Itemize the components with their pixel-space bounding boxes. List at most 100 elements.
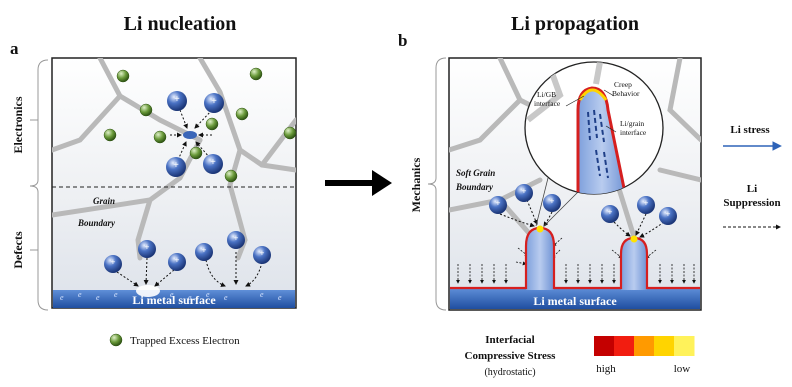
inset-creep-lines <box>587 109 609 179</box>
panel-a-side-bracket <box>29 59 49 311</box>
stress-high-label: high <box>596 363 616 375</box>
nucleus-a <box>136 285 160 297</box>
svg-text:+: + <box>173 160 179 171</box>
colorbar-swatch <box>634 336 655 356</box>
transition-arrow <box>325 170 392 196</box>
li-ion: + <box>227 231 245 249</box>
li-ion-cluster-top: + + + + <box>166 91 224 177</box>
electron-legend-icon <box>109 333 123 347</box>
stress-title-3: (hydrostatic) <box>484 367 535 378</box>
panel-a-title: Li nucleation <box>124 13 237 35</box>
stress-hotspot <box>536 225 544 233</box>
colorbar-swatch <box>654 336 675 356</box>
svg-text:+: + <box>495 198 500 208</box>
svg-text:+: + <box>144 242 149 252</box>
inset-li-gb-label: Li/GB <box>537 90 556 99</box>
svg-text:e: e <box>260 290 264 299</box>
li-filament-left <box>526 228 554 290</box>
surface-electrons-a: e e e e e e e e e e <box>60 290 282 302</box>
li-ion: + <box>195 243 213 261</box>
svg-text:e: e <box>170 290 174 299</box>
svg-text:+: + <box>233 233 238 243</box>
inset-li-grain-label-2: interface <box>620 128 647 137</box>
inset-li-grain-label: Li/grain <box>620 119 644 128</box>
panel-b: b Li propagation Mechanics <box>398 13 702 311</box>
svg-text:+: + <box>210 157 216 168</box>
li-ion: + <box>138 240 156 258</box>
panel-b-title: Li propagation <box>511 13 639 35</box>
soft-boundary-label: Boundary <box>455 182 494 192</box>
side-label-defects: Defects <box>11 231 25 269</box>
inset-li-gb-label-2: interface <box>534 99 561 108</box>
right-legend: Li stress Li Suppression <box>723 124 782 230</box>
side-label-electronics: Electronics <box>11 96 25 153</box>
svg-text:e: e <box>114 290 118 299</box>
li-ion: + <box>168 253 186 271</box>
soft-grain-label: Soft Grain <box>456 168 495 178</box>
surface-label-a: Li metal surface <box>132 293 216 307</box>
svg-text:+: + <box>521 186 526 196</box>
colorbar-swatches <box>594 336 695 356</box>
svg-text:e: e <box>206 290 210 299</box>
svg-text:+: + <box>201 245 206 255</box>
stress-hotspot <box>630 235 638 243</box>
panel-b-side-bracket <box>427 57 447 311</box>
svg-text:+: + <box>174 94 180 105</box>
li-ion: + <box>104 255 122 273</box>
li-ion: + <box>601 205 619 223</box>
colorbar-swatch <box>614 336 635 356</box>
svg-text:+: + <box>665 209 670 219</box>
boundary-label: Boundary <box>77 218 116 228</box>
interface-line <box>450 226 700 290</box>
stress-low-label: low <box>674 363 691 375</box>
svg-text:+: + <box>607 207 612 217</box>
grain-label: Grain <box>93 196 115 206</box>
li-ion-cluster-bottom-right: + + + <box>195 231 271 287</box>
panel-b-letter: b <box>398 31 407 50</box>
li-ion: + <box>515 184 533 202</box>
li-suppression-label-1: Li <box>747 183 757 195</box>
svg-text:e: e <box>278 293 282 302</box>
svg-text:+: + <box>211 96 217 107</box>
inset-pointer-lines <box>535 177 579 227</box>
li-filament-right <box>621 238 647 290</box>
inset-magnified-view: Li/GB interface Creep Behavior Li/grain … <box>524 61 664 195</box>
svg-text:e: e <box>78 290 82 299</box>
svg-text:e: e <box>60 293 64 302</box>
li-ion-cluster-b-left: + + + <box>489 184 561 228</box>
li-ion: + <box>659 207 677 225</box>
li-metal-surface-a <box>53 290 295 308</box>
li-stress-label: Li stress <box>730 124 770 136</box>
li-ion: + <box>489 196 507 214</box>
svg-text:+: + <box>110 257 115 267</box>
stress-title-2: Compressive Stress <box>465 350 557 362</box>
svg-text:+: + <box>259 248 264 258</box>
stress-title-1: Interfacial <box>485 334 534 346</box>
svg-text:+: + <box>174 255 179 265</box>
inset-creep-label: Creep <box>614 80 632 89</box>
li-metal-surface-b <box>450 288 700 309</box>
inset-creep-label-2: Behavior <box>612 89 640 98</box>
trapped-electrons <box>103 67 297 183</box>
svg-text:e: e <box>188 293 192 302</box>
colorbar-swatch <box>594 336 615 356</box>
li-ion: + <box>204 93 224 113</box>
svg-text:+: + <box>549 196 554 206</box>
li-ion: + <box>637 196 655 214</box>
svg-text:e: e <box>224 293 228 302</box>
panel-a: a Li nucleation Electronics Defects <box>10 13 297 347</box>
li-ion: + <box>167 91 187 111</box>
li-ion: + <box>166 157 186 177</box>
svg-text:e: e <box>96 293 100 302</box>
stress-colorbar: Interfacial Compressive Stress (hydrosta… <box>465 334 695 378</box>
li-ion: + <box>203 154 223 174</box>
electron-legend-label: Trapped Excess Electron <box>130 335 240 347</box>
colorbar-swatch <box>674 336 695 356</box>
surface-label-b: Li metal surface <box>533 294 617 308</box>
inset-filament <box>576 86 628 194</box>
li-ion-cluster-bottom-left: + + + <box>104 240 186 287</box>
li-ion: + <box>253 246 271 264</box>
li-ion-cluster-b-right: + + + <box>601 196 677 238</box>
svg-text:+: + <box>643 198 648 208</box>
